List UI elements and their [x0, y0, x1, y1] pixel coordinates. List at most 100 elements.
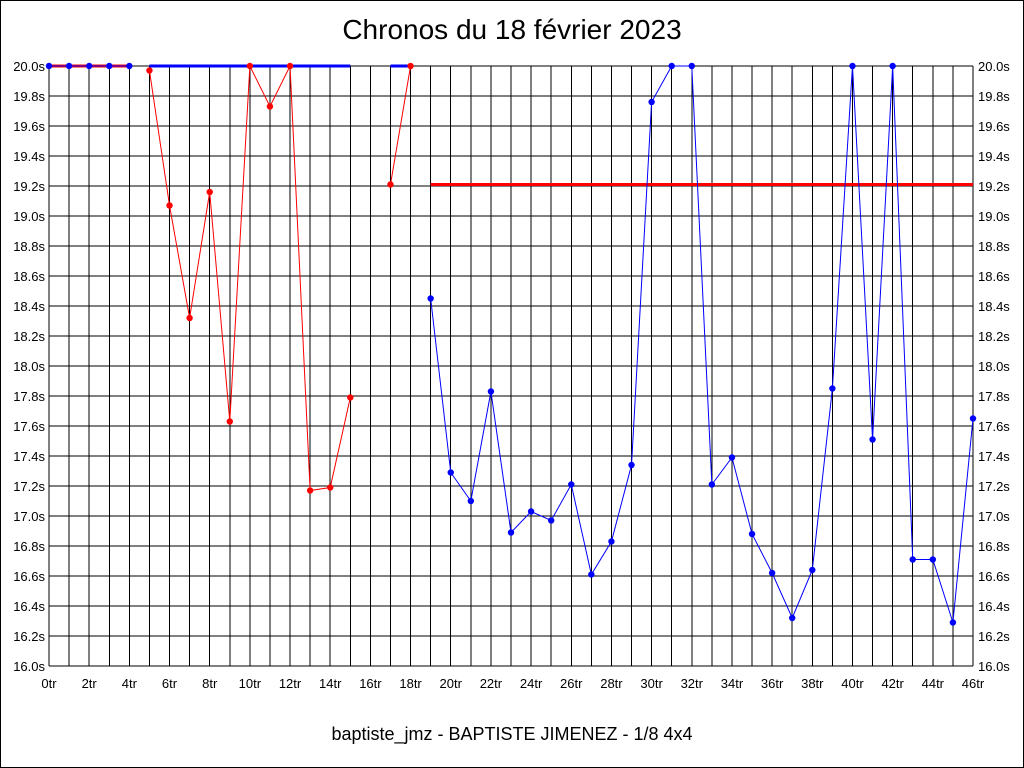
y-tick-label-right: 19.6s	[978, 119, 1010, 134]
x-tick-label: 28tr	[600, 676, 623, 691]
y-tick-label-right: 18.0s	[978, 359, 1010, 374]
y-tick-label: 18.2s	[13, 329, 45, 344]
y-tick-label-right: 17.2s	[978, 479, 1010, 494]
x-tick-label: 26tr	[560, 676, 583, 691]
y-tick-label: 19.2s	[13, 179, 45, 194]
x-tick-label: 10tr	[239, 676, 262, 691]
data-point	[166, 202, 173, 209]
y-tick-label-right: 16.4s	[978, 599, 1010, 614]
y-tick-label: 17.4s	[13, 449, 45, 464]
series-line-4	[430, 65, 974, 623]
data-point	[286, 62, 294, 70]
data-point	[969, 415, 977, 422]
data-point	[246, 62, 254, 70]
data-point	[266, 103, 274, 110]
x-tick-label: 44tr	[922, 676, 945, 691]
y-tick-label-right: 18.6s	[978, 269, 1010, 284]
x-tick-label: 2tr	[82, 676, 98, 691]
y-tick-label-right: 19.2s	[978, 179, 1010, 194]
data-point	[527, 508, 535, 515]
x-tick-label: 16tr	[359, 676, 382, 691]
data-point	[708, 481, 716, 488]
data-point	[748, 530, 756, 538]
x-tick-label: 46tr	[962, 676, 985, 691]
y-tick-label: 18.0s	[13, 359, 45, 374]
data-point	[789, 614, 796, 622]
data-point	[327, 484, 334, 491]
y-tick-label-right: 16.2s	[978, 629, 1010, 644]
x-tick-label: 8tr	[202, 676, 218, 691]
y-tick-label: 17.8s	[13, 389, 45, 404]
y-axis-left: 16.0s 16.2s 16.4s 16.6s 16.8s 17.0s 17.2s 17.4s…	[13, 59, 45, 674]
data-point	[306, 487, 314, 494]
chart-title: Chronos du 18 février 2023	[342, 14, 682, 45]
data-point	[588, 571, 595, 578]
data-point	[688, 62, 695, 70]
data-point	[547, 517, 555, 524]
x-tick-label: 34tr	[721, 676, 744, 691]
y-tick-label-right: 18.4s	[978, 299, 1010, 314]
data-point	[628, 461, 635, 469]
y-tick-label-right: 19.4s	[978, 149, 1010, 164]
x-tick-label: 30tr	[640, 676, 663, 691]
data-point	[909, 556, 916, 563]
x-tick-label: 20tr	[440, 676, 463, 691]
data-point	[447, 469, 454, 476]
data-point	[949, 619, 957, 626]
y-tick-label-right: 19.0s	[978, 209, 1010, 224]
data-point	[146, 67, 153, 74]
x-tick-label: 40tr	[841, 676, 864, 691]
data-point	[889, 62, 896, 70]
y-tick-label-right: 17.8s	[978, 389, 1010, 404]
data-point	[427, 295, 434, 302]
y-tick-label: 16.6s	[13, 569, 45, 584]
data-point	[648, 98, 655, 106]
x-tick-label: 12tr	[279, 676, 302, 691]
y-tick-label-right: 16.0s	[978, 659, 1010, 674]
grid-layer	[48, 65, 974, 667]
data-point	[45, 62, 53, 70]
y-tick-label: 19.6s	[13, 119, 45, 134]
data-point	[106, 62, 113, 70]
data-point	[206, 188, 213, 196]
data-point	[387, 181, 394, 188]
x-tick-label: 0tr	[41, 676, 57, 691]
x-tick-label: 6tr	[162, 676, 178, 691]
series-line-3	[389, 65, 412, 185]
y-tick-label: 16.0s	[13, 659, 45, 674]
y-tick-label-right: 16.8s	[978, 539, 1010, 554]
y-tick-label: 18.6s	[13, 269, 45, 284]
data-point	[869, 436, 876, 443]
x-tick-label: 36tr	[761, 676, 784, 691]
series-layer	[45, 62, 977, 626]
y-tick-label-right: 19.8s	[978, 89, 1010, 104]
y-tick-label: 18.4s	[13, 299, 45, 314]
data-point	[347, 394, 354, 401]
x-tick-label: 38tr	[801, 676, 824, 691]
x-tick-label: 14tr	[319, 676, 342, 691]
data-point	[668, 62, 675, 70]
y-tick-label-right: 17.0s	[978, 509, 1010, 524]
y-tick-label-right: 17.6s	[978, 419, 1010, 434]
y-tick-label-right: 20.0s	[978, 59, 1010, 74]
y-tick-label-right: 18.2s	[978, 329, 1010, 344]
chart-footer: baptiste_jmz - BAPTISTE JIMENEZ - 1/8 4x…	[331, 724, 693, 744]
y-tick-label: 16.2s	[13, 629, 45, 644]
data-point	[849, 62, 856, 70]
data-point	[126, 62, 133, 70]
y-tick-label: 19.8s	[13, 89, 45, 104]
y-axis-right: 16.0s 16.2s 16.4s 16.6s 16.8s 17.0s 17.2s 17.4s…	[978, 59, 1010, 674]
data-point	[85, 62, 93, 70]
x-tick-label: 4tr	[122, 676, 138, 691]
data-point	[728, 454, 736, 461]
y-tick-label: 16.4s	[13, 599, 45, 614]
y-tick-label: 17.0s	[13, 509, 45, 524]
y-tick-label: 19.0s	[13, 209, 45, 224]
data-point	[829, 385, 836, 392]
data-point	[487, 388, 495, 395]
y-tick-label: 17.6s	[13, 419, 45, 434]
data-point	[507, 529, 515, 536]
y-tick-label: 16.8s	[13, 539, 45, 554]
x-tick-label: 22tr	[480, 676, 503, 691]
